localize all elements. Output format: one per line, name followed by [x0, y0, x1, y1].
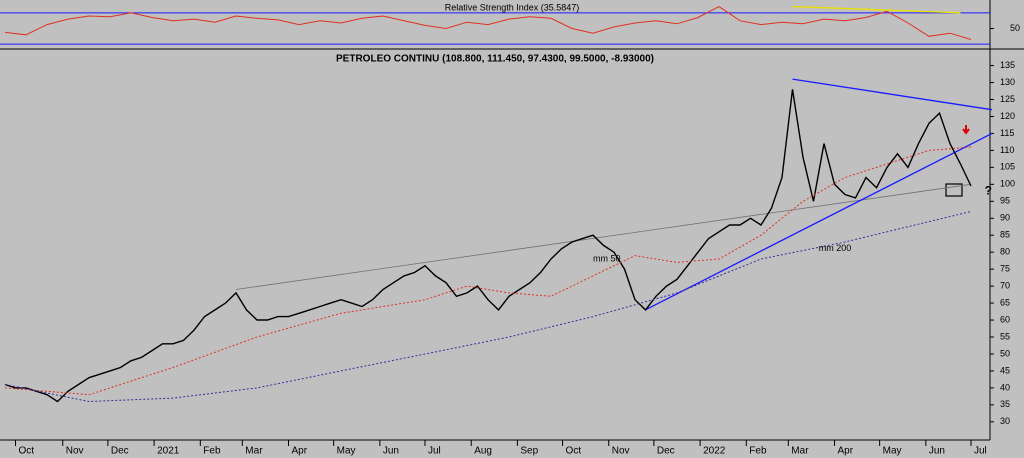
- highlight-box: [945, 183, 963, 197]
- y-tick-label: 95: [1000, 196, 1010, 206]
- rsi-y-tick-label: 50: [1010, 23, 1020, 33]
- y-tick-label: 135: [1000, 60, 1015, 70]
- x-tick-label: Oct: [19, 446, 35, 457]
- y-tick-label: 70: [1000, 280, 1010, 290]
- series-line: [4, 211, 972, 403]
- y-tick-label: 55: [1000, 331, 1010, 341]
- y-tick-label: 45: [1000, 365, 1010, 375]
- y-tick-label: 120: [1000, 111, 1015, 121]
- x-tick-label: Mar: [245, 446, 263, 457]
- x-tick-label: Jun: [929, 446, 945, 457]
- x-tick-label: Apr: [292, 446, 308, 457]
- x-tick-label: 2021: [157, 446, 180, 457]
- down-arrow: [962, 125, 970, 135]
- x-tick-label: Jul: [428, 446, 441, 457]
- x-tick-label: Mar: [791, 446, 809, 457]
- x-tick-label: Oct: [566, 446, 582, 457]
- x-tick-label: Aug: [474, 446, 492, 457]
- y-tick-label: 30: [1000, 416, 1010, 426]
- chart-title: PETROLEO CONTINU (108.800, 111.450, 97.4…: [336, 54, 654, 65]
- series-line: [4, 89, 972, 403]
- rsi-line: [4, 6, 972, 40]
- annotation: mm 200: [819, 243, 852, 253]
- rsi-trendline: [792, 5, 961, 14]
- y-tick-label: 50: [1000, 348, 1010, 358]
- x-tick-label: Nov: [66, 446, 84, 457]
- x-tick-label: May: [337, 446, 356, 457]
- y-tick-label: 85: [1000, 230, 1010, 240]
- series-line: [4, 146, 972, 396]
- x-tick-label: Nov: [612, 446, 630, 457]
- x-tick-label: Apr: [838, 446, 854, 457]
- x-tick-label: Dec: [657, 446, 675, 457]
- y-tick-label: 90: [1000, 213, 1010, 223]
- y-tick-label: 110: [1000, 145, 1014, 155]
- x-tick-label: Dec: [111, 446, 129, 457]
- rsi-title: Relative Strength Index (35.5847): [445, 2, 580, 12]
- x-tick-label: Jun: [383, 446, 399, 457]
- y-tick-label: 130: [1000, 77, 1015, 87]
- annotation: ?: [985, 183, 992, 197]
- x-tick-label: 2022: [703, 446, 726, 457]
- y-tick-label: 60: [1000, 314, 1010, 324]
- y-tick-label: 35: [1000, 399, 1010, 409]
- y-tick-label: 105: [1000, 162, 1015, 172]
- trendline: [645, 132, 993, 311]
- y-tick-label: 100: [1000, 179, 1015, 189]
- y-tick-label: 75: [1000, 264, 1010, 274]
- y-tick-label: 80: [1000, 247, 1010, 257]
- x-tick-label: Sep: [520, 446, 538, 457]
- y-tick-label: 65: [1000, 297, 1010, 307]
- y-tick-label: 40: [1000, 382, 1010, 392]
- y-tick-label: 125: [1000, 94, 1015, 104]
- y-tick-label: 115: [1000, 128, 1014, 138]
- x-tick-label: May: [883, 446, 902, 457]
- x-tick-label: Feb: [749, 446, 767, 457]
- trendline: [235, 183, 972, 290]
- x-tick-label: Feb: [203, 446, 221, 457]
- x-tick-label: Jul: [974, 446, 987, 457]
- annotation: mm 50: [593, 253, 621, 263]
- trendline: [792, 78, 993, 111]
